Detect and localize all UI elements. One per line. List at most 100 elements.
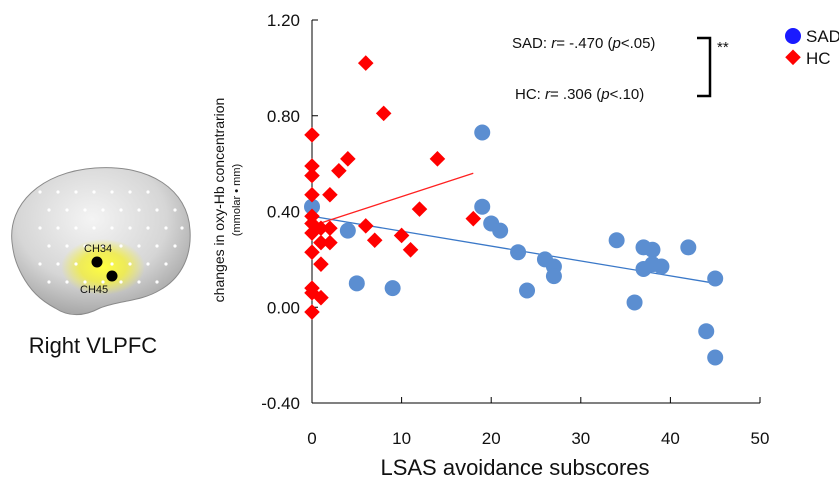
electrode-dot	[128, 226, 132, 230]
channel-ch34-label: CH34	[84, 243, 112, 255]
electrode-dot	[101, 244, 105, 248]
sad-point	[698, 323, 715, 340]
electrode-dot	[155, 280, 159, 284]
x-tick-label: 40	[661, 429, 680, 448]
y-axis-unit: (mmolar • mm)	[231, 164, 243, 236]
sad-point	[653, 258, 670, 275]
x-tick-label: 50	[751, 429, 770, 448]
electrode-dot	[38, 190, 42, 194]
electrode-dot	[146, 190, 150, 194]
hc-point	[304, 304, 320, 320]
hc-point	[313, 289, 329, 306]
electrode-dot	[74, 262, 78, 266]
electrode-dot	[65, 280, 69, 284]
y-tick-label: 0.40	[267, 203, 300, 222]
electrode-dot	[137, 208, 141, 212]
hc-point	[304, 127, 320, 143]
significance-stars: **	[717, 39, 729, 56]
y-tick-label: 1.20	[267, 11, 300, 30]
electrode-dot	[101, 208, 105, 212]
sad-point	[707, 270, 724, 287]
electrode-dot	[74, 226, 78, 230]
electrode-dot	[92, 190, 96, 194]
sad-point	[348, 275, 365, 292]
hc-point	[322, 186, 338, 203]
sad-point	[474, 124, 491, 141]
sad-point	[339, 222, 356, 239]
hc-point	[313, 256, 329, 272]
sad-point	[707, 349, 724, 366]
hc-point	[393, 227, 410, 244]
electrode-dot	[74, 190, 78, 194]
sad-point	[680, 239, 697, 256]
channel-ch45-marker	[106, 270, 118, 282]
scatter-chart: 1.20 0.80 0.40 0.00 -0.40 0 10 20 30 40 50 LSAS a…	[211, 11, 839, 480]
significance-bracket	[697, 36, 712, 98]
sad-point	[608, 232, 625, 249]
y-tick-label: -0.40	[261, 394, 300, 413]
hc-fit-line	[311, 172, 474, 227]
sad-point	[644, 241, 661, 258]
electrode-dot	[101, 280, 105, 284]
electrode-dot	[173, 244, 177, 248]
hc-point	[429, 151, 446, 167]
electrode-dot	[56, 226, 60, 230]
legend-hc-label: HC	[806, 49, 831, 68]
electrode-dot	[92, 226, 96, 230]
hc-point	[411, 201, 428, 217]
y-tick-label: 0.00	[267, 298, 300, 317]
electrode-dot	[128, 262, 132, 266]
hc-point	[402, 242, 419, 258]
legend: SAD HC	[785, 27, 839, 68]
sad-point	[519, 282, 536, 299]
electrode-dot	[110, 226, 114, 230]
hc-point	[322, 234, 338, 251]
legend-sad-marker	[785, 28, 801, 44]
x-tick-label: 0	[307, 429, 316, 448]
electrode-dot	[83, 208, 87, 212]
y-tick-label: 0.80	[267, 107, 300, 126]
x-tick-label: 30	[571, 429, 590, 448]
channel-ch34-marker	[91, 256, 103, 268]
electrode-dot	[119, 208, 123, 212]
electrode-dot	[128, 190, 132, 194]
electrode-dot	[56, 190, 60, 194]
electrode-dot	[47, 280, 51, 284]
electrode-dot	[146, 262, 150, 266]
hc-point	[375, 105, 392, 122]
legend-sad-label: SAD	[806, 27, 839, 46]
brain-caption: Right VLPFC	[28, 333, 158, 358]
electrode-dot	[110, 190, 114, 194]
sad-point	[474, 198, 491, 215]
hc-point	[304, 186, 320, 203]
sad-correlation: SAD: r= -.470 (p<.05)	[512, 35, 655, 52]
brain-panel: CH34 CH45 Right VLPFC	[0, 150, 200, 380]
x-tick-label: 10	[392, 429, 411, 448]
electrode-dot	[146, 226, 150, 230]
brain-illustration: CH34 CH45	[11, 167, 191, 316]
x-tick-label: 20	[482, 429, 501, 448]
y-axis-title: changes in oxy-Hb concentrarion	[211, 98, 227, 303]
electrode-dot	[38, 262, 42, 266]
sad-point	[510, 244, 527, 261]
hc-point	[357, 218, 374, 234]
electrode-dot	[180, 226, 184, 230]
hc-point	[340, 151, 356, 167]
channel-grid	[38, 190, 184, 284]
hc-point	[331, 163, 347, 179]
hc-point	[366, 232, 383, 249]
electrode-dot	[83, 280, 87, 284]
hc-point	[465, 210, 482, 227]
electrode-dot	[47, 208, 51, 212]
electrode-dot	[110, 262, 114, 266]
hc-point	[304, 167, 320, 184]
sad-point	[304, 198, 320, 215]
sad-point	[626, 294, 643, 311]
electrode-dot	[137, 280, 141, 284]
axes	[311, 20, 760, 404]
correlation-stats: SAD: r= -.470 (p<.05) HC: r= .306 (p<.10…	[512, 35, 729, 103]
channel-ch45-label: CH45	[80, 284, 108, 296]
electrode-dot	[83, 244, 87, 248]
electrode-dot	[164, 226, 168, 230]
hc-correlation: HC: r= .306 (p<.10)	[515, 86, 644, 103]
